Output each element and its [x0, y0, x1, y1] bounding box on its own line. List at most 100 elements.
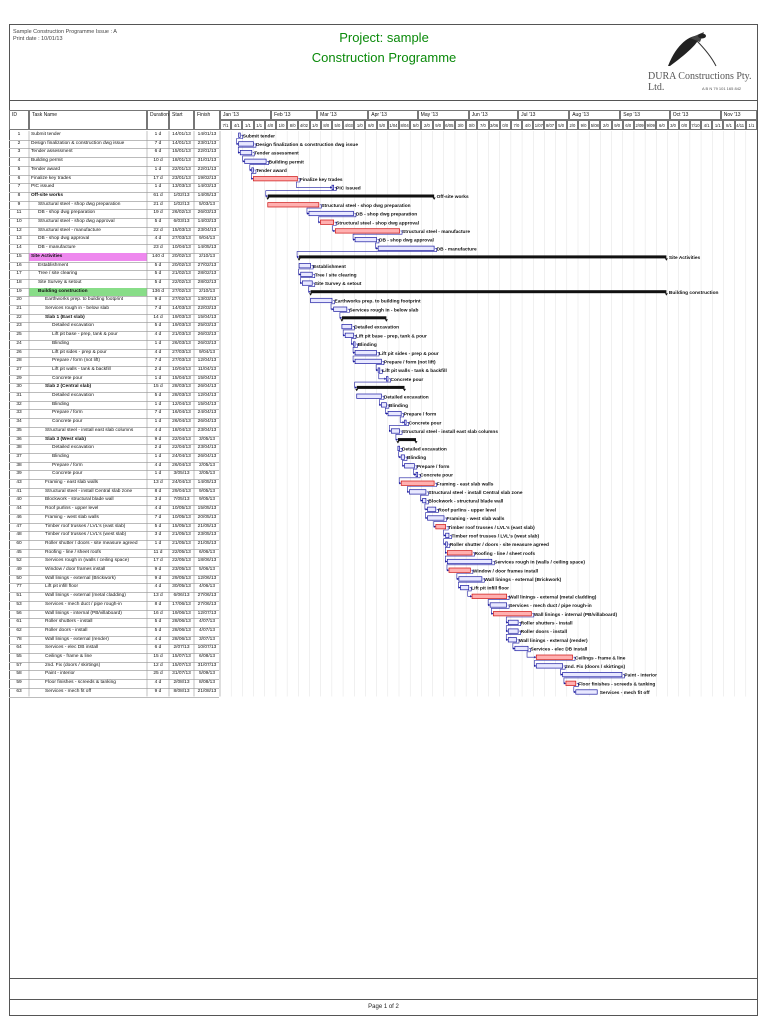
task-row[interactable]: 20 Earthworks prep. to building footprint…	[9, 296, 220, 305]
task-row[interactable]: 23 Detailed excavation 5 d 19/03/13 25/03/13	[9, 322, 220, 331]
task-bar[interactable]	[354, 237, 377, 243]
task-bar[interactable]	[507, 628, 519, 634]
task-row[interactable]: 2 Design finalization & construction dwg …	[9, 140, 220, 149]
task-bar[interactable]	[445, 541, 448, 547]
task-bar[interactable]	[302, 280, 313, 286]
task-bar[interactable]	[341, 324, 353, 330]
task-row[interactable]: 43 Framing - east slab walls 13 d 24/04/13 1…	[9, 479, 220, 488]
task-bar[interactable]	[244, 158, 267, 164]
task-row[interactable]: 48 Timber roof trusses / LVL's (west slab…	[9, 531, 220, 540]
task-bar[interactable]	[377, 367, 381, 373]
task-bar[interactable]	[238, 132, 241, 138]
task-row[interactable]: 35 Structural steel - install east slab c…	[9, 427, 220, 436]
summary-bar[interactable]	[397, 438, 417, 442]
task-bar[interactable]	[344, 332, 354, 338]
task-bar[interactable]	[354, 358, 382, 364]
task-row[interactable]: 3 Tender assessment 6 d 15/01/13 22/01/13	[9, 148, 220, 157]
task-bar[interactable]	[409, 489, 427, 495]
task-row[interactable]: 14 DB - manufacture 23 d 10/04/13 14/05/13	[9, 244, 220, 253]
task-row[interactable]: 40 Blockwork - structural blade wall 3 d 7/…	[9, 496, 220, 505]
task-row[interactable]: 50 Wall linings - external (Brickwork) 9 d…	[9, 575, 220, 584]
task-row[interactable]: 60 Roller shutter / doors - site measure …	[9, 540, 220, 549]
task-bar[interactable]	[238, 141, 254, 147]
task-row[interactable]: 47 Timber roof trusses / LVL's (east slab…	[9, 523, 220, 532]
task-row[interactable]: 28 Prepare / form (not lift) 7 d 27/03/13 12…	[9, 357, 220, 366]
task-bar[interactable]	[377, 245, 435, 251]
summary-bar[interactable]	[267, 194, 435, 198]
task-bar[interactable]	[308, 210, 354, 217]
task-row[interactable]: 59 Floor finishes - screeds & tanking 4 d 2…	[9, 679, 220, 688]
task-row[interactable]: 38 Detailed excavation 2 d 22/04/13 23/04/13	[9, 444, 220, 453]
task-row[interactable]: 57 2nd. Fix (doors / skirtings) 12 d 15/07/…	[9, 662, 220, 671]
task-bar[interactable]	[400, 454, 405, 460]
task-bar[interactable]	[489, 602, 507, 608]
task-bar[interactable]	[445, 532, 450, 538]
summary-bar[interactable]	[299, 255, 667, 259]
task-bar[interactable]	[535, 663, 563, 669]
task-row[interactable]: 30 Slab 2 (Central slab) 15 d 28/03/13 26/04…	[9, 383, 220, 392]
task-row[interactable]: 1 Submit tender 1 d 14/01/13 14/01/13	[9, 131, 220, 140]
critical-task-bar[interactable]	[334, 228, 400, 234]
task-row[interactable]: 53 Services - mech duct / pipe rough-in 8 …	[9, 601, 220, 610]
task-bar[interactable]	[387, 411, 402, 417]
task-bar[interactable]	[390, 428, 400, 434]
task-row[interactable]: 33 Prepare / form 7 d 16/04/13 24/04/13	[9, 409, 220, 418]
task-bar[interactable]	[310, 297, 333, 304]
task-bar[interactable]	[507, 619, 519, 625]
task-bar[interactable]	[415, 471, 419, 478]
task-row[interactable]: 8 Off-site works 61 d 1/02/13 14/05/13	[9, 192, 220, 201]
task-bar[interactable]	[460, 585, 470, 591]
task-row[interactable]: 39 Concrete pour 1 d 3/05/13 3/05/13	[9, 470, 220, 479]
task-bar[interactable]	[507, 637, 517, 643]
task-row[interactable]: 21 Services rough in - below slab 7 d 14/03…	[9, 305, 220, 314]
task-bar[interactable]	[239, 150, 253, 156]
task-bar[interactable]	[356, 393, 382, 399]
critical-task-bar[interactable]	[320, 219, 335, 225]
task-row[interactable]: 56 Wall linings - internal (PB/villaboard…	[9, 610, 220, 619]
task-row[interactable]: 15 Site Activities 140 d 20/02/13 2/10/13	[9, 252, 220, 262]
critical-task-bar[interactable]	[253, 176, 298, 182]
task-row[interactable]: 41 Structural steel - install Central sla…	[9, 488, 220, 497]
task-bar[interactable]	[251, 167, 254, 173]
task-bar[interactable]	[397, 445, 400, 451]
task-row[interactable]: 51 Wall linings - external (metal claddin…	[9, 592, 220, 601]
task-row[interactable]: 4 Building permit 10 d 18/01/13 31/01/13	[9, 157, 220, 166]
task-row[interactable]: 36 Slab 3 (West slab) 9 d 22/04/13 3/05/13	[9, 436, 220, 445]
task-bar[interactable]	[333, 306, 348, 312]
task-row[interactable]: 44 Roof purlins - upper level 4 d 10/05/13 1…	[9, 505, 220, 514]
task-bar[interactable]	[404, 419, 407, 425]
task-bar[interactable]	[458, 576, 483, 582]
task-row[interactable]: 27 Lift pit walls - tank & backfill 2 d 10/…	[9, 366, 220, 375]
task-row[interactable]: 37 Blinding 1 d 24/04/13 26/04/13	[9, 453, 220, 462]
task-row[interactable]: 34 Concrete pour 1 d 26/04/13 26/04/13	[9, 418, 220, 427]
task-row[interactable]: 46 Framing - west slab walls 7 d 10/05/13 20…	[9, 514, 220, 523]
summary-bar[interactable]	[341, 316, 387, 320]
task-bar[interactable]	[331, 184, 335, 190]
task-row[interactable]: 17 Tree / site clearing 5 d 21/02/13 28/02/1…	[9, 270, 220, 279]
critical-task-bar[interactable]	[535, 654, 573, 660]
task-row[interactable]: 63 Services - mech fit off 9 d 8/08/13 21/08…	[9, 688, 220, 697]
critical-task-bar[interactable]	[446, 550, 473, 556]
task-row[interactable]: 49 Window / door frames install 9 d 23/05/1…	[9, 566, 220, 575]
task-bar[interactable]	[422, 498, 427, 504]
task-row[interactable]: 5 Tender award 1 d 22/01/13 22/01/13	[9, 166, 220, 175]
task-row[interactable]: 32 Blinding 1 d 12/04/13 15/04/13	[9, 401, 220, 410]
task-row[interactable]: 16 Establishment 5 d 20/02/13 27/02/13	[9, 262, 220, 271]
task-row[interactable]: 25 Lift pit base - prep, tank & pour 4 d 21…	[9, 331, 220, 340]
task-row[interactable]: 52 Services rough in (walls / ceiling spa…	[9, 557, 220, 566]
task-row[interactable]: 29 Concrete pour 1 d 15/04/13 15/04/13	[9, 375, 220, 384]
task-bar[interactable]	[404, 463, 415, 469]
task-bar[interactable]	[353, 341, 356, 347]
task-row[interactable]: 31 Detailed excavation 5 d 28/03/13 12/04/13	[9, 392, 220, 401]
critical-task-bar[interactable]	[267, 202, 320, 208]
task-row[interactable]: 26 Lift pit sides - prep & pour 4 d 27/03/1…	[9, 349, 220, 358]
task-bar[interactable]	[514, 645, 529, 652]
task-bar[interactable]	[381, 402, 387, 408]
critical-task-bar[interactable]	[493, 611, 532, 617]
task-row[interactable]: 11 DB - shop dwg preparation 19 d 26/02/13 2…	[9, 209, 220, 218]
task-bar[interactable]	[427, 515, 445, 521]
task-bar[interactable]	[354, 350, 377, 356]
task-bar[interactable]	[575, 689, 598, 695]
critical-task-bar[interactable]	[565, 680, 577, 686]
critical-task-bar[interactable]	[435, 524, 447, 530]
